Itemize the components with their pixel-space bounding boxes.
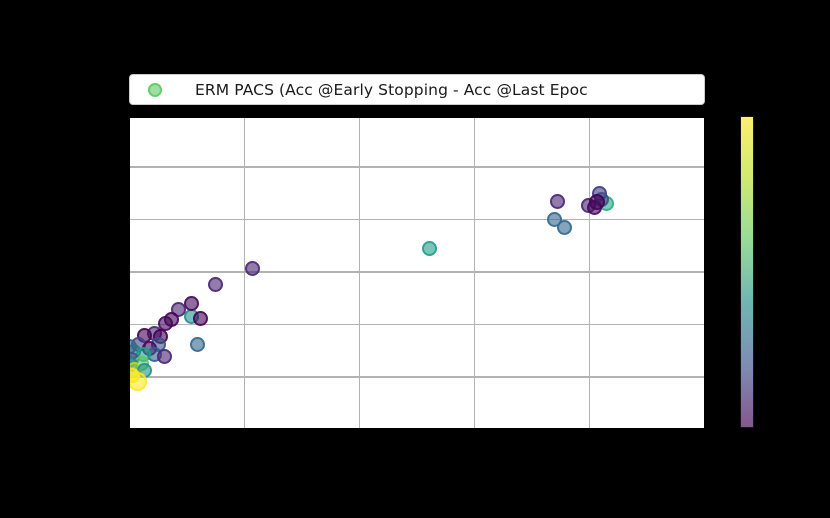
scatter-point <box>192 310 208 326</box>
scatter-point <box>183 295 199 311</box>
scatter-point <box>207 276 223 292</box>
scatter-point <box>189 336 205 352</box>
gridline-vertical <box>358 118 361 428</box>
scatter-point <box>549 193 565 209</box>
legend-box: ERM PACS (Acc @Early Stopping - Acc @Las… <box>129 74 705 105</box>
scatter-point <box>586 199 602 215</box>
gridline-vertical <box>243 118 246 428</box>
gridline-horizontal <box>130 271 704 273</box>
legend-label: ERM PACS (Acc @Early Stopping - Acc @Las… <box>195 80 588 99</box>
scatter-point <box>556 219 572 235</box>
gridline-horizontal <box>130 323 704 326</box>
gridline-horizontal <box>130 376 704 378</box>
colorbar-gradient <box>741 117 753 427</box>
legend-marker-icon <box>148 82 162 97</box>
gridline-horizontal <box>130 218 704 221</box>
scatter-point <box>130 371 147 391</box>
gridline-horizontal <box>130 166 704 168</box>
gridline-vertical <box>473 118 476 428</box>
colorbar <box>740 116 754 428</box>
scatter-point <box>245 261 260 276</box>
plot-area <box>129 117 705 429</box>
gridline-vertical <box>588 118 591 428</box>
scatter-point <box>421 240 437 256</box>
scatter-point <box>156 348 172 364</box>
